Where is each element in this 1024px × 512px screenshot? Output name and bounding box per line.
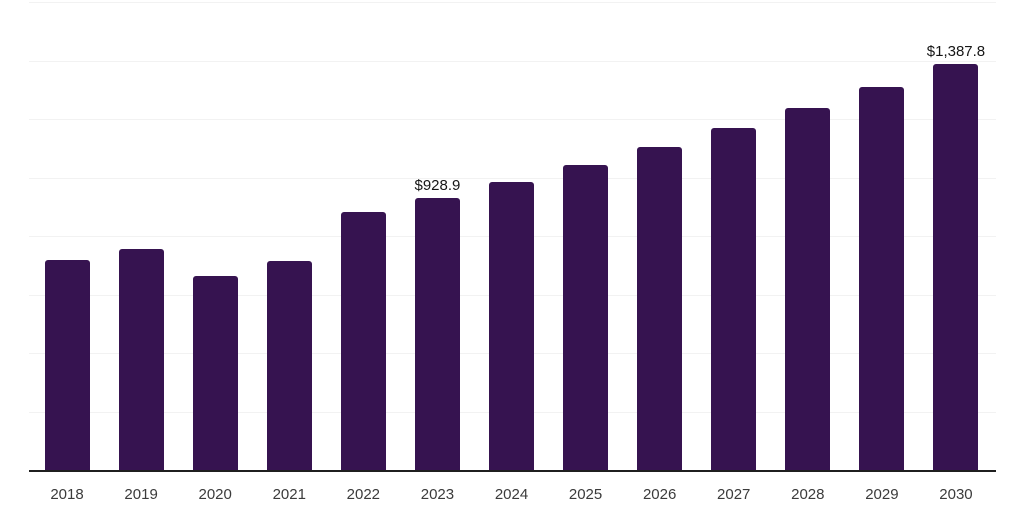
bar-2030[interactable] [933, 64, 979, 470]
x-axis [29, 470, 996, 472]
x-axis-label-2027: 2027 [717, 486, 751, 503]
gridline [29, 60, 996, 62]
gridline [29, 119, 996, 120]
x-axis-label-2019: 2019 [124, 486, 158, 503]
gridline [29, 2, 996, 3]
bar-2027[interactable] [711, 128, 757, 470]
x-axis-label-2021: 2021 [272, 486, 306, 503]
bar-2021[interactable] [266, 260, 312, 470]
bar-value-label-2030: $1,387.8 [926, 43, 986, 61]
bar-value-label-2023: $928.9 [414, 177, 461, 195]
bar-2025[interactable] [563, 165, 609, 470]
bar-2024[interactable] [489, 182, 534, 470]
gridline [29, 177, 996, 179]
bar-2028[interactable] [785, 108, 831, 470]
bar-2023[interactable] [414, 198, 460, 470]
x-axis-label-2018: 2018 [50, 486, 84, 503]
x-axis-label-2026: 2026 [642, 486, 677, 503]
bar-2022[interactable] [340, 211, 386, 470]
x-axis-label-2022: 2022 [346, 486, 381, 503]
bar-2029[interactable] [859, 86, 905, 470]
bar-2020[interactable] [192, 276, 238, 470]
x-axis-label-2023: 2023 [420, 486, 455, 503]
x-axis-label-2030: 2030 [939, 486, 973, 503]
x-axis-label-2028: 2028 [791, 486, 825, 503]
x-axis-label-2025: 2025 [568, 486, 603, 503]
bar-2019[interactable] [118, 249, 164, 470]
x-axis-label-2020: 2020 [198, 486, 232, 503]
x-axis-label-2029: 2029 [865, 486, 899, 503]
x-axis-label-2024: 2024 [494, 486, 529, 503]
bar-2018[interactable] [44, 260, 90, 470]
bar-2026[interactable] [637, 147, 683, 470]
